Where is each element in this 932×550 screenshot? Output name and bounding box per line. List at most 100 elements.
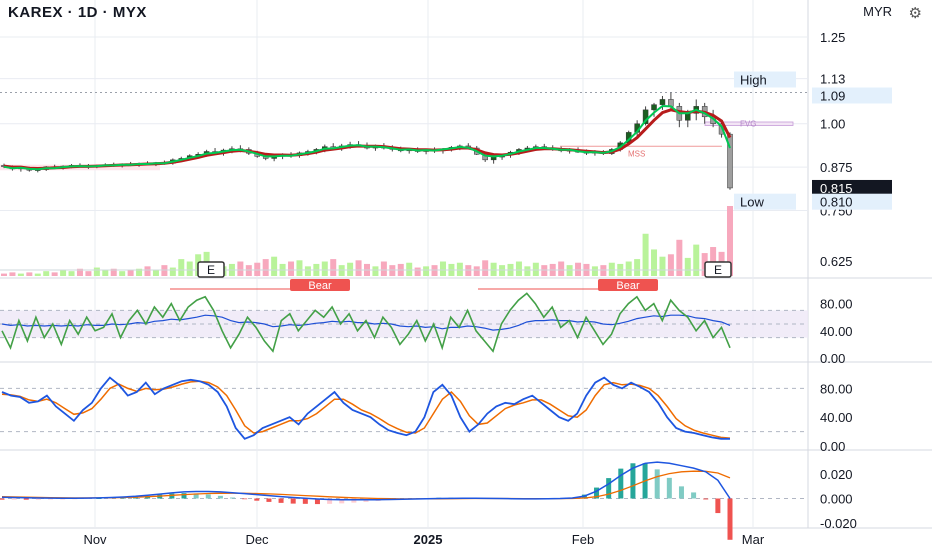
low-tag-bg bbox=[734, 193, 796, 210]
rsi-ma-line bbox=[1, 314, 731, 331]
volume-bar bbox=[304, 266, 311, 276]
volume-bar bbox=[558, 261, 565, 276]
volume-bar bbox=[389, 265, 396, 276]
high-tag-bg bbox=[734, 71, 796, 88]
bear-label-1: Bear bbox=[308, 280, 332, 292]
volume-bar bbox=[355, 260, 362, 276]
macd-hist-bar bbox=[618, 468, 624, 499]
volume-bar bbox=[634, 259, 641, 276]
volume-bar bbox=[591, 266, 598, 276]
volume-bar bbox=[532, 262, 539, 276]
macd-hist-bar bbox=[594, 487, 600, 499]
time-tick-label: 2025 bbox=[414, 532, 443, 547]
macd-hist-bar bbox=[48, 498, 54, 500]
volume-bar bbox=[684, 257, 691, 276]
mss-label: MSS bbox=[628, 149, 645, 158]
macd-hist-bar bbox=[169, 493, 175, 499]
volume-bar bbox=[642, 233, 649, 276]
volume-bar bbox=[60, 269, 67, 276]
event-marker-1-label: E bbox=[207, 263, 215, 277]
volume-bar bbox=[1, 273, 7, 276]
macd-hist-bar bbox=[242, 498, 248, 500]
volume-bar bbox=[338, 265, 345, 276]
rsi-tick-label: 40.00 bbox=[820, 324, 853, 339]
volume-bar bbox=[76, 268, 83, 276]
volume-tick: 0.625 bbox=[820, 254, 853, 269]
macd-tick-label: 0.000 bbox=[820, 492, 853, 507]
gear-icon[interactable]: ⚙ bbox=[908, 5, 922, 22]
symbol-title[interactable]: KAREX · 1D · MYX bbox=[8, 4, 147, 21]
macd-hist-bar bbox=[230, 497, 236, 499]
volume-bar bbox=[178, 259, 185, 276]
volume-bar bbox=[85, 271, 92, 276]
macd-hist-bar bbox=[606, 478, 612, 499]
macd-hist-bar bbox=[193, 493, 199, 499]
volume-bar bbox=[380, 261, 387, 276]
stoch-tick-label: 0.00 bbox=[820, 439, 845, 454]
volume-bar bbox=[693, 244, 700, 276]
low-value-bg bbox=[812, 193, 892, 210]
event-marker-2 bbox=[704, 261, 732, 278]
last-price-tag-bg bbox=[812, 179, 892, 196]
volume-bar bbox=[625, 261, 632, 276]
volume-bar bbox=[541, 265, 548, 276]
volume-bar bbox=[186, 261, 193, 276]
volume-bar bbox=[566, 265, 573, 276]
volume-bar bbox=[254, 262, 261, 276]
volume-bar bbox=[119, 271, 126, 276]
volume-bar bbox=[245, 265, 252, 276]
ema-slow-line bbox=[3, 108, 732, 171]
volume-bar bbox=[271, 256, 278, 276]
macd-hist-bar bbox=[181, 493, 187, 499]
macd-hist-bar bbox=[278, 498, 284, 503]
volume-bar bbox=[600, 265, 607, 276]
volume-bar bbox=[439, 261, 446, 276]
stoch-k-line bbox=[1, 376, 730, 440]
volume-bar bbox=[288, 261, 295, 276]
volume-bar bbox=[473, 266, 480, 276]
high-value-bg bbox=[812, 87, 892, 104]
macd-line bbox=[1, 461, 731, 501]
macd-hist-bar bbox=[715, 498, 721, 514]
macd-hist-bar bbox=[691, 492, 697, 499]
candle-body bbox=[685, 113, 691, 121]
volume-bar bbox=[515, 261, 522, 276]
macd-hist-bar bbox=[654, 469, 660, 499]
volume-bar bbox=[406, 262, 413, 276]
volume-bar bbox=[296, 260, 303, 276]
bear-label-2-bg bbox=[598, 279, 658, 291]
volume-bar bbox=[161, 265, 168, 276]
currency-label[interactable]: MYR bbox=[863, 4, 892, 19]
macd-hist-bar bbox=[302, 498, 308, 504]
macd-tick-label: 0.020 bbox=[820, 467, 853, 482]
price-tick-label: 1.13 bbox=[820, 72, 845, 87]
volume-bar bbox=[431, 265, 438, 276]
volume-bar bbox=[524, 266, 531, 276]
rsi-line bbox=[1, 292, 731, 353]
price-axis: 1.251.131.000.8750.7500.62580.0040.000.0… bbox=[820, 30, 857, 531]
volume-bar bbox=[144, 266, 151, 276]
volume-bar bbox=[659, 256, 666, 276]
price-labels: High 1.09 0.815 Low 0.810 bbox=[734, 71, 892, 210]
event-marker-1 bbox=[197, 261, 225, 278]
volume-bar bbox=[499, 265, 506, 276]
stoch-tick-label: 80.00 bbox=[820, 381, 853, 396]
candle-body bbox=[651, 104, 657, 111]
rsi-tick-label: 0.00 bbox=[820, 351, 845, 366]
stoch-d-line bbox=[1, 380, 731, 439]
volume-bar bbox=[490, 262, 497, 276]
volume-bar bbox=[465, 265, 472, 276]
macd-hist-bar bbox=[339, 498, 345, 504]
price-tick-label: 1.00 bbox=[820, 117, 845, 132]
volume-bar bbox=[414, 267, 421, 276]
macd-hist-bar bbox=[314, 498, 320, 505]
macd-hist-bar bbox=[266, 498, 272, 502]
candle-body bbox=[659, 99, 666, 105]
low-tag-label: Low bbox=[740, 195, 764, 210]
volume-bar bbox=[575, 262, 582, 276]
candle-body bbox=[490, 156, 497, 161]
macd-hist-bar bbox=[351, 498, 357, 503]
volume-bar bbox=[110, 268, 117, 276]
price-tick-label: 0.875 bbox=[820, 160, 853, 175]
